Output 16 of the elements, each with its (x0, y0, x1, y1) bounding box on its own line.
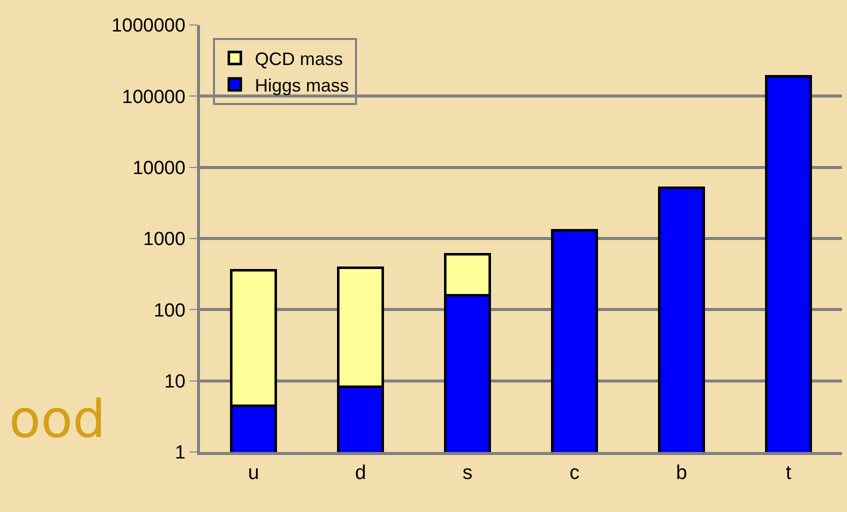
x-tick-label: b (676, 462, 688, 484)
y-tick-label: 10000 (132, 158, 186, 179)
x-tick-label: c (570, 462, 580, 484)
x-tick-label: u (248, 462, 260, 484)
x-tick-label: s (462, 462, 472, 484)
y-tick-label: 1000000 (111, 16, 186, 37)
y-tick-label: 10 (164, 371, 186, 392)
y-tick-label: 1000 (143, 229, 186, 250)
x-tick-label: t (786, 462, 792, 484)
legend-label: Higgs mass (254, 75, 349, 96)
x-tick-label: d (354, 462, 366, 484)
y-tick-label: 1 (174, 442, 186, 464)
y-tick-label: 100 (154, 300, 186, 322)
text: ood (9, 390, 106, 450)
y-tick-label: 100000 (122, 86, 186, 108)
legend-label: QCD mass (254, 49, 343, 70)
